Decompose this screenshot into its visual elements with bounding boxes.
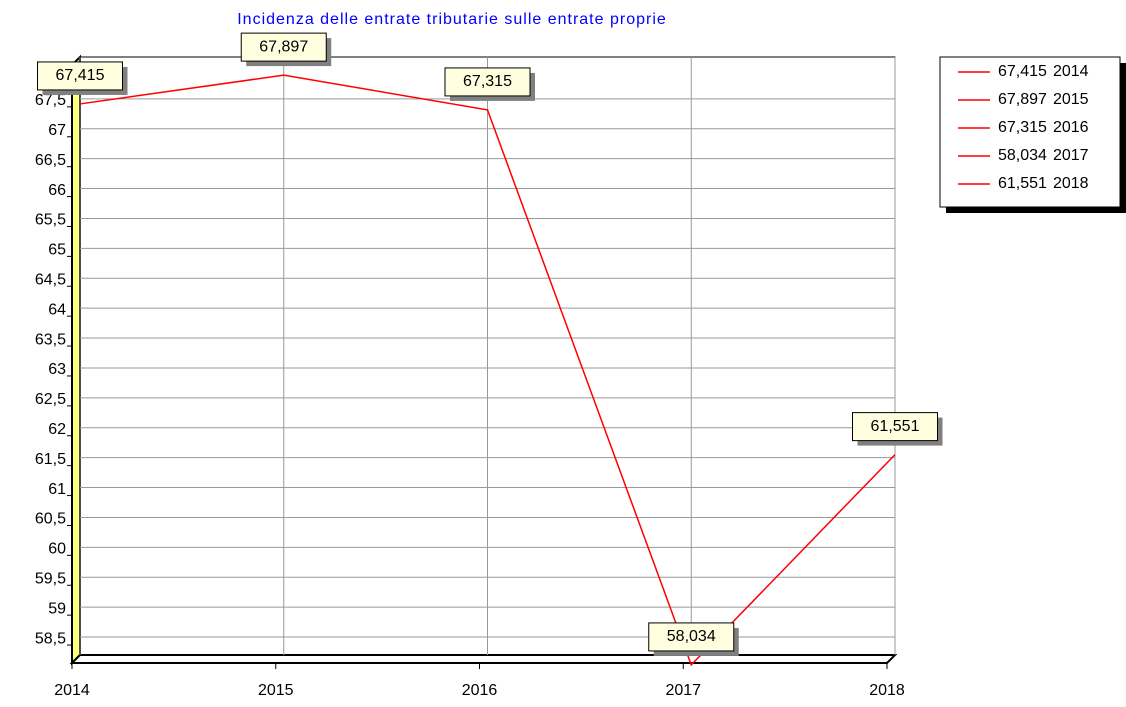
legend-category: 2014 <box>1053 63 1089 80</box>
legend-label: 67,315 2016 <box>998 119 1089 136</box>
y-tick-label: 67 <box>48 122 66 139</box>
y-tick-label: 65,5 <box>35 212 66 229</box>
legend-label: 58,034 2017 <box>998 147 1089 164</box>
x-tick-label: 2015 <box>258 682 294 699</box>
chart-title: Incidenza delle entrate tributarie sulle… <box>237 11 667 28</box>
legend-category: 2018 <box>1053 175 1089 192</box>
label-box <box>37 61 123 91</box>
y-tick-label: 64,5 <box>35 271 66 288</box>
legend-box <box>939 56 1121 208</box>
y-tick-label: 64 <box>48 301 66 318</box>
y-tick-label: 61,5 <box>35 451 66 468</box>
legend-category: 2016 <box>1053 119 1089 136</box>
data-label: 67,415 <box>56 67 105 84</box>
y-tick-label: 67,5 <box>35 92 66 109</box>
y-tick-label: 58,5 <box>35 630 66 647</box>
legend-label: 61,551 2018 <box>998 175 1089 192</box>
legend-value: 67,315 <box>998 119 1047 136</box>
y-tick-label: 62,5 <box>35 391 66 408</box>
y-tick-label: 62 <box>48 421 66 438</box>
label-box <box>444 67 531 97</box>
floor <box>69 654 898 664</box>
legend-value: 67,897 <box>998 91 1047 108</box>
legend-label: 67,415 2014 <box>998 63 1089 80</box>
x-tick-label: 2014 <box>54 682 90 699</box>
y-tick-label: 63 <box>48 361 66 378</box>
data-label: 67,315 <box>463 73 512 90</box>
x-tick-label: 2016 <box>462 682 498 699</box>
data-label: 58,034 <box>667 628 716 645</box>
data-label: 67,897 <box>259 38 308 55</box>
label-box <box>240 32 327 62</box>
legend-category: 2015 <box>1053 91 1089 108</box>
y-tick-label: 60,5 <box>35 511 66 528</box>
label-box <box>648 622 735 652</box>
y-tick-label: 66 <box>48 182 66 199</box>
legend-value: 61,551 <box>998 175 1047 192</box>
legend-value: 67,415 <box>998 63 1047 80</box>
legend-label: 67,897 2015 <box>998 91 1089 108</box>
y-tick-label: 60 <box>48 541 66 558</box>
legend-value: 58,034 <box>998 147 1047 164</box>
y-tick-label: 65 <box>48 242 66 259</box>
y-tick-label: 66,5 <box>35 152 66 169</box>
series-line <box>79 74 896 667</box>
y-tick-label: 59,5 <box>35 570 66 587</box>
label-box <box>852 412 938 442</box>
x-tick-label: 2017 <box>665 682 701 699</box>
y-tick-label: 59 <box>48 600 66 617</box>
x-tick-label: 2018 <box>869 682 905 699</box>
left-wall <box>71 54 81 666</box>
legend-category: 2017 <box>1053 147 1089 164</box>
data-label: 61,551 <box>871 418 920 435</box>
y-tick-label: 63,5 <box>35 331 66 348</box>
y-tick-label: 61 <box>48 481 66 498</box>
